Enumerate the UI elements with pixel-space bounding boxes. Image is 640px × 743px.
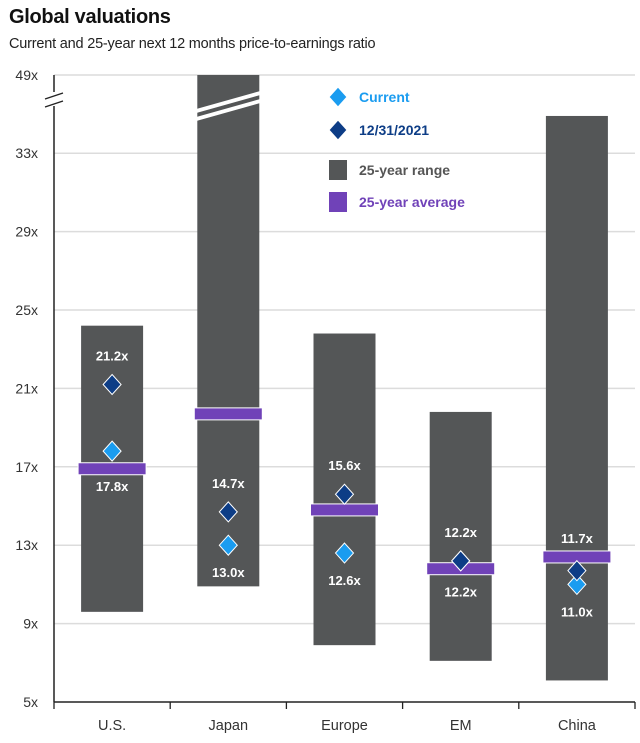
x-category-label: China (558, 718, 597, 734)
legend-label: 25-year range (359, 162, 450, 178)
y-tick-label: 25x (15, 302, 38, 318)
axis-break-mark (44, 100, 64, 108)
range-bar (545, 115, 608, 681)
legend-average-icon (329, 192, 347, 212)
dec-2021-diamond (102, 373, 122, 396)
y-tick-label: 33x (15, 145, 38, 161)
y-tick-label: 49x (15, 67, 38, 83)
bar-break-mark (196, 91, 261, 113)
y-tick-label: 29x (15, 224, 38, 240)
current-diamond (567, 573, 587, 596)
x-category-label: Europe (321, 718, 368, 734)
legend-label: 12/31/2021 (359, 122, 429, 138)
y-tick-label: 17x (15, 459, 38, 475)
x-category-label: EM (450, 718, 472, 734)
dec-2021-value-label: 14.7x (212, 476, 245, 491)
current-value-label: 12.6x (328, 573, 361, 588)
current-value-label: 17.8x (96, 479, 129, 494)
x-category-label: U.S. (98, 718, 126, 734)
dec-2021-value-label: 12.2x (444, 525, 477, 540)
y-tick-label: 5x (23, 694, 38, 710)
range-bar (429, 411, 492, 661)
current-value-label: 13.0x (212, 565, 245, 580)
dec-2021-value-label: 15.6x (328, 458, 361, 473)
bar-break-mark (196, 99, 261, 121)
dec-2021-value-label: 11.7x (561, 531, 594, 546)
average-marker (310, 503, 379, 517)
y-tick-label: 13x (15, 537, 38, 553)
average-marker (193, 407, 263, 421)
current-diamond (218, 534, 238, 556)
y-tick-label: 9x (23, 616, 38, 632)
chart-subtitle: Current and 25-year next 12 months price… (9, 36, 376, 52)
dec-2021-diamond (334, 483, 355, 505)
legend-range-icon (329, 160, 347, 180)
axis-break-mark (44, 92, 64, 100)
current-diamond (334, 542, 355, 564)
x-category-label: Japan (209, 718, 249, 734)
dec-2021-diamond (451, 550, 471, 572)
dec-2021-diamond (218, 501, 238, 523)
current-value-label: 11.0x (561, 604, 594, 619)
legend-label: Current (359, 89, 410, 105)
legend-label: 25-year average (359, 194, 465, 210)
legend-dec-2021-icon (328, 119, 348, 141)
average-marker (77, 462, 147, 476)
chart-title: Global valuations (9, 6, 171, 28)
legend-current-icon (328, 86, 348, 108)
dec-2021-diamond (567, 559, 587, 582)
dec-2021-value-label: 21.2x (96, 348, 129, 363)
current-value-label: 12.2x (444, 585, 477, 600)
y-tick-label: 21x (15, 380, 38, 396)
current-diamond (102, 440, 122, 462)
